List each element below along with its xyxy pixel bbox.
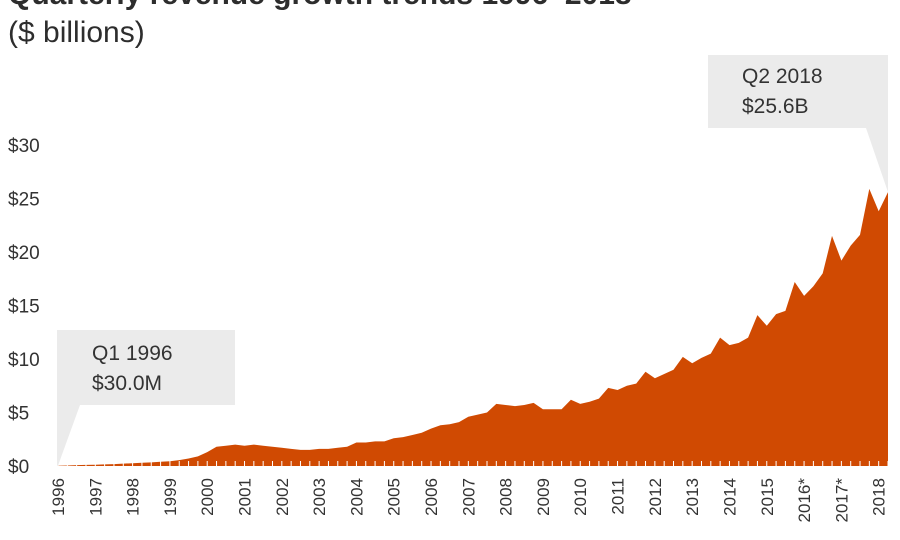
x-tick-label: 2004 [347,478,366,516]
x-tick-label: 2017* [832,478,851,523]
y-tick-label: $5 [8,404,29,425]
x-tick-label: 2000 [198,478,217,516]
x-axis: 1996 1997 1998 1999 2000 2001 2002 2003 2004 2005… [49,478,889,523]
x-tick-label: 1998 [124,478,143,516]
x-tick-label: 2018 [870,478,889,516]
x-tick-label: 2010 [571,478,590,516]
y-axis: $0 $5 $10 $15 $20 $25 $30 [8,136,40,478]
x-tick-label: 2009 [534,478,553,516]
chart-title: Quarterly revenue growth trends 1996–201… [8,0,632,12]
chart-subtitle: ($ billions) [8,16,145,49]
y-tick-label: $30 [8,136,40,157]
y-tick-label: $25 [8,190,40,211]
y-tick-label: $20 [8,243,40,264]
x-tick-label: 1996 [49,478,68,516]
x-tick-label: 2001 [236,478,255,516]
plot-area [57,188,889,466]
x-tick-label: 2005 [385,478,404,516]
annotations: Q1 1996 $30.0M Q2 2018 $25.6B [57,55,888,466]
x-tick-label: 2016* [795,478,814,523]
x-tick-label: 2003 [310,478,329,516]
x-tick-label: 2015 [758,478,777,516]
annotation-start-value: $30.0M [92,372,162,395]
y-tick-label: $0 [8,457,29,478]
x-tick-label: 2007 [459,478,478,516]
x-tick-label: 1997 [86,478,105,516]
annotation-end-period: Q2 2018 [742,65,823,88]
annotation-callout-start [57,330,235,466]
x-tick-label: 1999 [161,478,180,516]
annotation-end-value: $25.6B [742,95,809,118]
x-tick-label: 2008 [497,478,516,516]
annotation-start-period: Q1 1996 [92,342,173,365]
x-tick-label: 2006 [422,478,441,516]
annotation-callout-end [708,55,888,193]
revenue-area [58,188,888,466]
y-tick-label: $10 [8,350,40,371]
x-tick-label: 2013 [683,478,702,516]
y-tick-label: $15 [8,297,40,318]
x-tick-label: 2002 [273,478,292,516]
x-tick-label: 2014 [720,478,739,516]
x-tick-label: 2012 [646,478,665,516]
x-tick-label: 2011 [609,478,628,515]
